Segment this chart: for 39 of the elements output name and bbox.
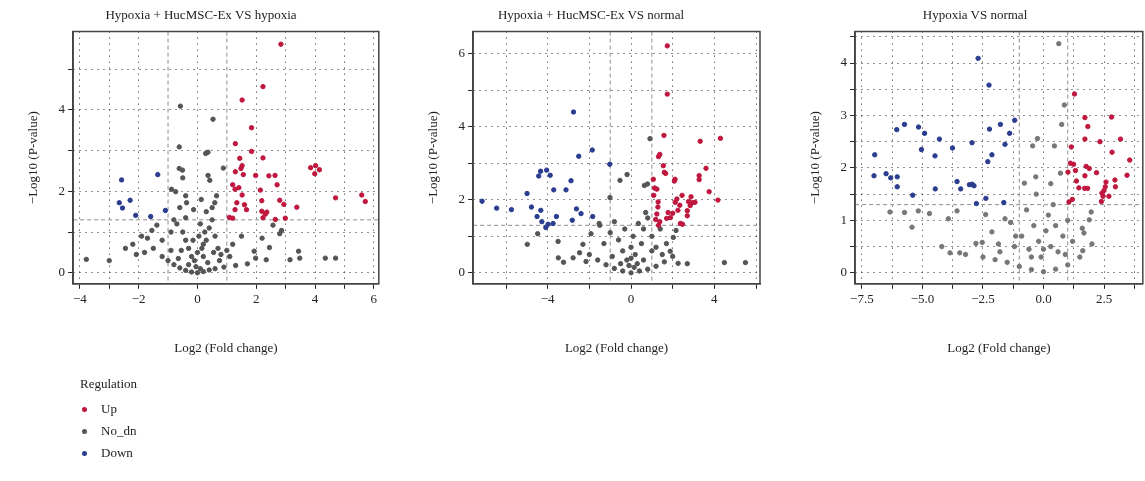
x-tick-label: −4 [72, 291, 88, 307]
x-tick-label: 2 [252, 291, 260, 307]
x-tick-label: −2.5 [971, 291, 995, 307]
y-tick-label: 1 [840, 211, 848, 227]
x-tick-label: −4 [540, 291, 556, 307]
x-tick-label: −5.0 [910, 291, 935, 307]
y-tick-label: 0 [840, 264, 848, 280]
y-tick-label: 2 [840, 159, 848, 175]
x-tick-label: 0 [627, 291, 635, 307]
chart-title: Hypoxia + HucMSC-Ex VS normal [497, 7, 685, 23]
x-tick-label: −7.5 [850, 291, 874, 307]
y-tick-label: 2 [58, 182, 66, 198]
x-tick-label: 4 [711, 291, 719, 307]
y-tick-label: 4 [58, 101, 66, 117]
y-tick-label: 3 [840, 106, 848, 122]
x-axis-title: Log2 (Fold change) [174, 339, 278, 355]
y-axis-title: −Log10 (P-value) [807, 111, 823, 205]
chart-title: Hypoxia + HucMSC-Ex VS hypoxia [105, 7, 297, 23]
legend-title: Regulation [80, 376, 138, 392]
x-tick-label: 6 [370, 291, 378, 307]
y-tick-label: 4 [840, 54, 848, 70]
y-axis-title: −Log10 (P-value) [425, 111, 441, 205]
legend-label: Down [101, 445, 133, 461]
y-tick-label: 4 [458, 118, 466, 134]
y-tick-label: 6 [458, 44, 466, 60]
legend-label: Up [101, 401, 117, 417]
y-tick-label: 0 [458, 264, 466, 280]
x-axis-title: Log2 (Fold change) [564, 339, 669, 355]
x-tick-label: −2 [131, 291, 146, 307]
x-tick-label: 0 [194, 291, 201, 307]
x-tick-label: 4 [311, 291, 319, 307]
legend-label: No_dn [101, 423, 137, 439]
chart-title: Hypoxia VS normal [922, 7, 1028, 23]
x-tick-label: 0.0 [1035, 291, 1052, 307]
x-tick-label: 2.5 [1095, 291, 1113, 307]
y-axis-title: −Log10 (P-value) [25, 111, 41, 205]
y-tick-label: 0 [58, 264, 66, 280]
x-axis-title: Log2 (Fold change) [947, 339, 1051, 355]
y-tick-label: 2 [458, 191, 466, 207]
